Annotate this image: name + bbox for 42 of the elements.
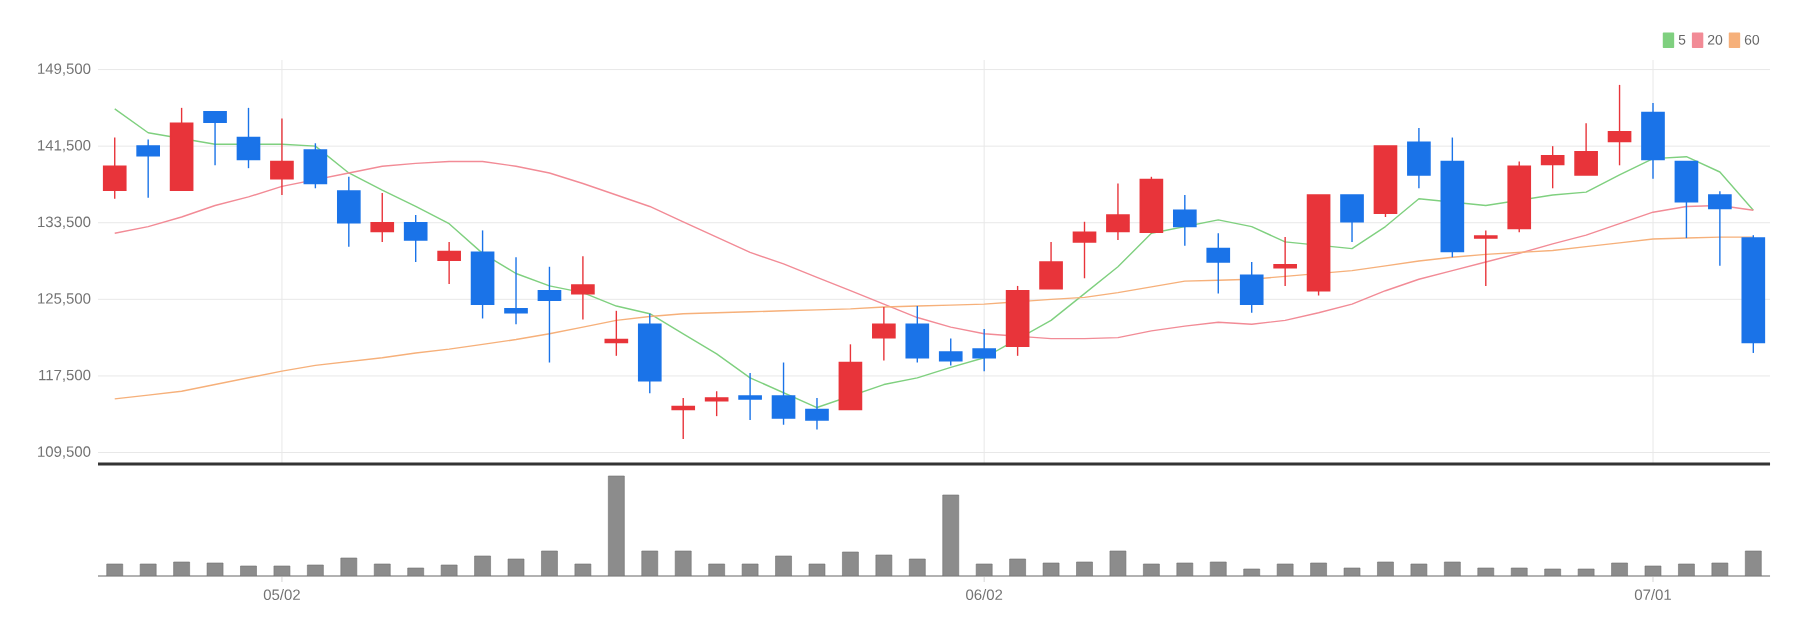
candlestick xyxy=(1172,194,1197,247)
candlestick xyxy=(1072,221,1097,279)
candlestick xyxy=(504,256,528,325)
candlestick xyxy=(203,110,227,166)
candlestick xyxy=(1708,190,1732,267)
candlestick xyxy=(370,192,395,243)
candlestick xyxy=(437,241,461,285)
candlestick xyxy=(738,372,762,421)
candlestick xyxy=(236,107,261,169)
candlestick xyxy=(270,117,294,196)
candlestick xyxy=(938,337,963,367)
candlestick xyxy=(102,136,127,200)
candlestick xyxy=(1273,236,1297,287)
candlestick xyxy=(1106,182,1130,241)
candlestick xyxy=(1340,194,1364,243)
candlestick xyxy=(704,390,729,417)
candlestick xyxy=(303,142,328,189)
candlestick xyxy=(838,343,863,411)
candlestick xyxy=(805,397,829,431)
candlestick xyxy=(872,306,896,362)
candlestick xyxy=(336,176,361,248)
candlestick xyxy=(1473,229,1498,287)
candlestick xyxy=(1407,127,1431,189)
candlestick xyxy=(1574,122,1598,176)
candlestick xyxy=(1206,232,1231,295)
candlestick xyxy=(571,255,595,321)
candlestick xyxy=(403,214,428,263)
candlestick xyxy=(972,328,997,372)
candlestick xyxy=(537,266,562,364)
candlestick xyxy=(1641,102,1665,180)
candlestick xyxy=(771,361,796,426)
line-series xyxy=(114,160,1755,340)
bar xyxy=(608,475,625,576)
candlestick xyxy=(671,397,696,440)
candlestick xyxy=(1607,84,1632,166)
bar xyxy=(942,494,960,576)
candlestick xyxy=(1039,241,1063,290)
candlestick xyxy=(1540,145,1565,189)
candlestick xyxy=(1674,160,1699,239)
candlestick xyxy=(1239,261,1264,314)
candlestick xyxy=(905,305,930,364)
candlestick xyxy=(136,138,161,199)
